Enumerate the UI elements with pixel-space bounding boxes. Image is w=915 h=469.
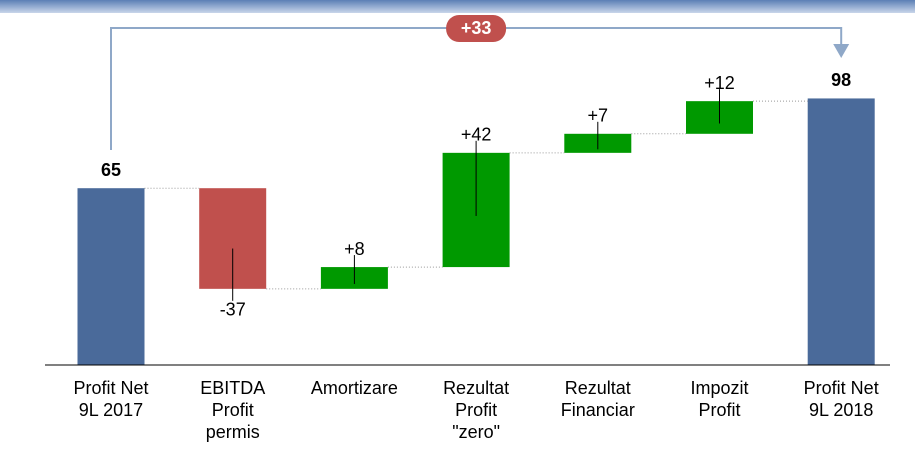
x-tick-label: permis bbox=[206, 422, 260, 442]
x-tick-label: Profit bbox=[212, 400, 254, 420]
x-tick-label: 9L 2018 bbox=[809, 400, 873, 420]
arrow-head bbox=[833, 44, 850, 58]
value-label: +12 bbox=[704, 73, 735, 93]
value-label: 65 bbox=[101, 160, 121, 180]
x-tick-label: 9L 2017 bbox=[79, 400, 143, 420]
annotation-badge bbox=[446, 15, 507, 42]
x-tick-label: Impozit bbox=[690, 378, 748, 398]
x-tick-label: Profit bbox=[698, 400, 740, 420]
x-tick-label: Amortizare bbox=[311, 378, 398, 398]
bar bbox=[77, 188, 145, 365]
x-tick-label: Profit bbox=[455, 400, 497, 420]
value-label: -37 bbox=[220, 300, 246, 320]
x-tick-label: Rezultat bbox=[565, 378, 631, 398]
value-label: +8 bbox=[344, 239, 365, 259]
value-label: +42 bbox=[461, 125, 492, 145]
header-band bbox=[0, 0, 915, 13]
value-label: 98 bbox=[831, 70, 851, 90]
x-tick-label: Rezultat bbox=[443, 378, 509, 398]
x-tick-label: Financiar bbox=[561, 400, 635, 420]
x-tick-label: Profit Net bbox=[804, 378, 879, 398]
x-tick-label: Profit Net bbox=[73, 378, 148, 398]
value-label: +7 bbox=[588, 106, 609, 126]
annotation-label: +33 bbox=[461, 18, 492, 38]
bar bbox=[807, 98, 875, 365]
x-tick-label: EBITDA bbox=[200, 378, 265, 398]
x-tick-label: "zero" bbox=[452, 422, 500, 442]
